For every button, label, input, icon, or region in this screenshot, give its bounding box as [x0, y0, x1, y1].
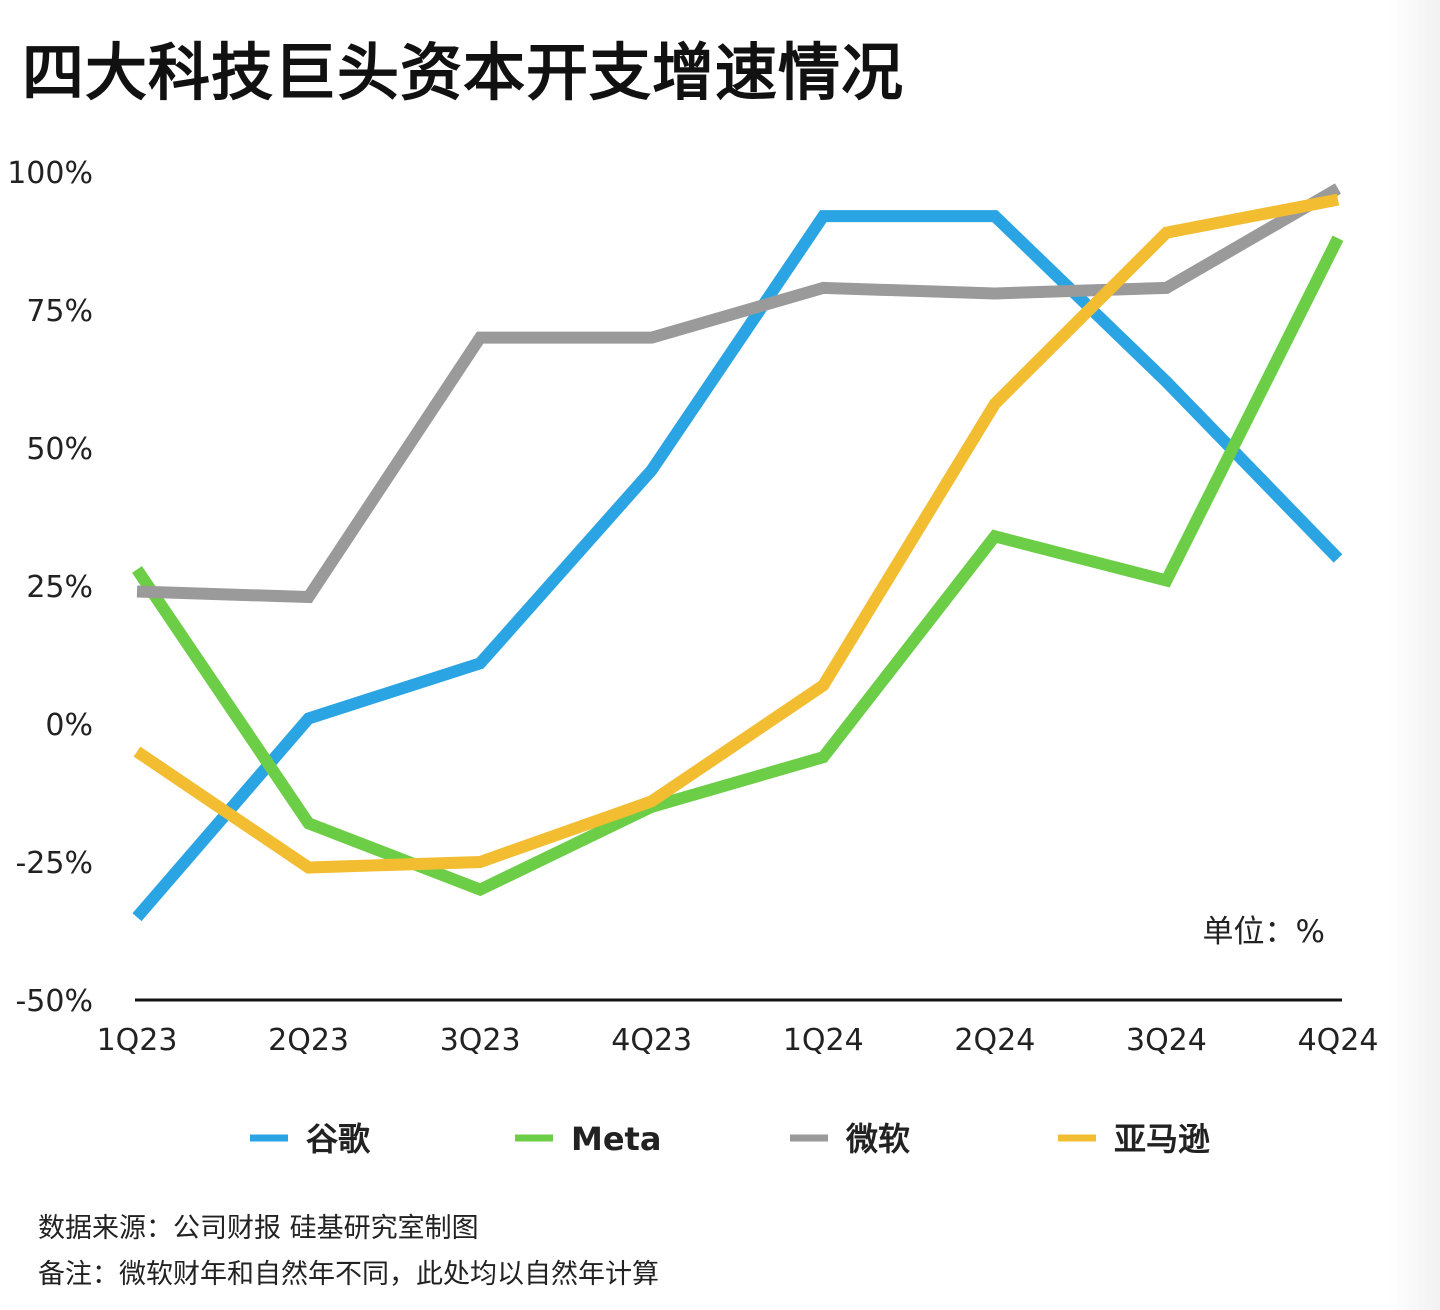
x-tick-label: 2Q24 [954, 1023, 1035, 1058]
x-tick-label: 3Q23 [440, 1023, 521, 1058]
footnote: 备注：微软财年和自然年不同，此处均以自然年计算 [38, 1259, 659, 1290]
x-tick-label: 1Q24 [783, 1023, 864, 1058]
series-line-谷歌 [132, 210, 1343, 922]
x-tick-label: 4Q23 [611, 1023, 692, 1058]
chart-title: 四大科技巨头资本开支增速情况 [22, 36, 905, 109]
legend-label: Meta [571, 1120, 661, 1158]
y-tick-label: -25% [15, 846, 93, 881]
series-line-Meta [132, 235, 1344, 897]
y-tick-label: -50% [15, 984, 93, 1019]
y-tick-label: 50% [26, 432, 93, 467]
series-line-微软 [136, 183, 1342, 604]
source-note: 数据来源：公司财报 硅基研究室制图 [38, 1213, 479, 1244]
legend-label: 微软 [845, 1120, 910, 1158]
x-tick-label: 1Q23 [97, 1023, 178, 1058]
x-tick-label: 4Q24 [1298, 1023, 1379, 1058]
x-tick-label: 2Q23 [268, 1023, 349, 1058]
y-tick-label: 25% [26, 570, 93, 605]
y-tick-label: 0% [45, 708, 93, 743]
legend-label: 谷歌 [306, 1120, 371, 1158]
x-tick-label: 3Q24 [1126, 1023, 1207, 1058]
y-tick-label: 100% [7, 156, 93, 191]
unit-label: 单位：% [1203, 914, 1325, 950]
series-line-亚马逊 [133, 193, 1340, 874]
legend-label: 亚马逊 [1114, 1120, 1210, 1158]
y-tick-label: 75% [26, 294, 93, 329]
right-edge-shade [1390, 0, 1440, 1310]
